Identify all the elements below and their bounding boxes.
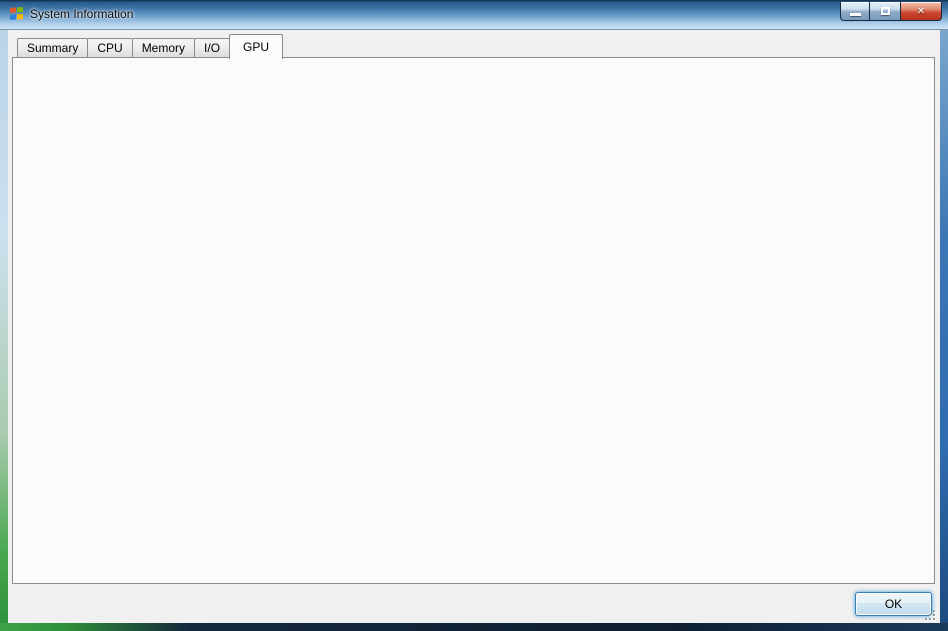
close-button[interactable]: ✕	[900, 2, 942, 21]
tab-io[interactable]: I/O	[194, 38, 231, 58]
tab-gpu[interactable]: GPU	[229, 34, 284, 59]
tab-cpu[interactable]: CPU	[87, 38, 133, 58]
window-frame-left	[0, 30, 8, 623]
window-title: System Information	[30, 7, 134, 21]
window-icon	[9, 6, 25, 22]
tab-memory[interactable]: Memory	[131, 38, 196, 58]
minimize-icon	[849, 12, 861, 16]
tab-summary[interactable]: Summary	[17, 38, 89, 58]
minimize-button[interactable]	[840, 2, 870, 21]
caption-buttons: ✕	[840, 2, 942, 21]
titlebar: System Information ✕	[0, 0, 948, 30]
maximize-icon	[880, 7, 890, 15]
dialog-body: Summary CPU Memory I/O GPU GPU Usage 3.6…	[8, 30, 940, 623]
resize-grip[interactable]	[923, 608, 935, 620]
maximize-button[interactable]	[870, 2, 900, 21]
window-frame-bottom	[0, 623, 948, 631]
tab-strip: Summary CPU Memory I/O GPU	[17, 33, 284, 59]
window-frame-right	[940, 30, 948, 623]
close-icon: ✕	[916, 5, 926, 17]
ok-button[interactable]: OK	[855, 592, 932, 616]
gpu-tab-page	[12, 57, 935, 584]
